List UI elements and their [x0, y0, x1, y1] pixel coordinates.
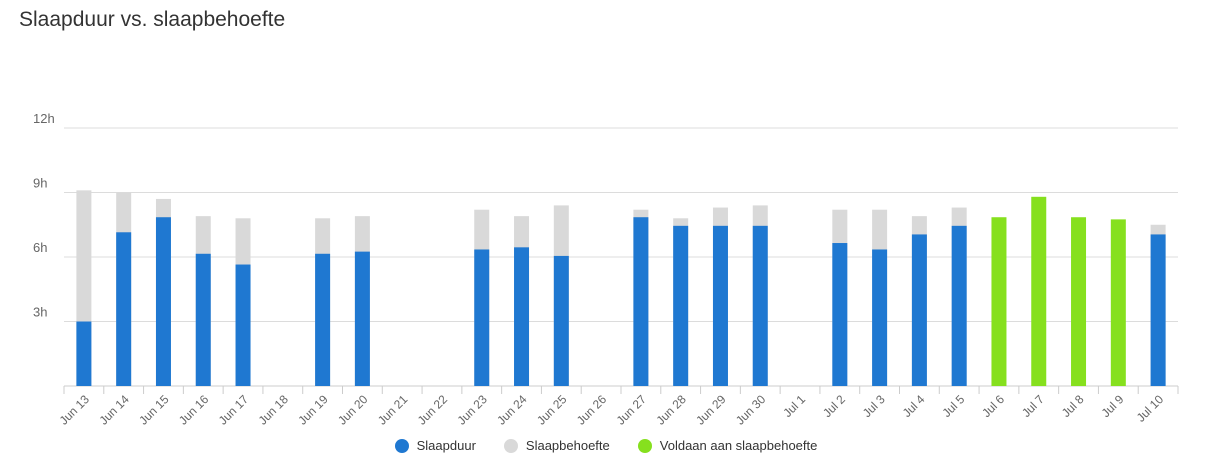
x-tick-label: Jun 22: [415, 392, 451, 428]
x-tick-label: Jul 10: [1134, 392, 1167, 425]
x-tick-label: Jun 30: [733, 392, 769, 428]
x-tick-label: Jun 26: [574, 392, 610, 428]
y-tick-label: 6h: [33, 240, 47, 255]
y-tick-label: 3h: [33, 305, 47, 320]
bar-slaapduur: [752, 225, 768, 386]
chart-title: Slaapduur vs. slaapbehoefte: [19, 8, 286, 31]
y-tick-label: 12h: [33, 111, 55, 126]
bar-slaapduur: [911, 234, 927, 386]
bar-slaapduur: [235, 264, 251, 386]
x-tick-label: Jul 4: [900, 392, 928, 420]
bar-slaapduur: [155, 217, 171, 386]
legend: Slaapduur Slaapbehoefte Voldaan aan slaa…: [0, 438, 1212, 453]
bar-slaapduur: [872, 249, 888, 386]
y-tick-label: 9h: [33, 176, 47, 191]
x-tick-label: Jul 3: [860, 392, 888, 420]
y-axis-ticks: 3h 6h 9h 12h: [33, 111, 55, 320]
legend-item-voldaan[interactable]: Voldaan aan slaapbehoefte: [637, 438, 818, 453]
x-tick-label: Jul 1: [780, 392, 808, 420]
bar-slaapduur: [633, 217, 649, 386]
bar-slaapduur: [832, 243, 848, 386]
legend-marker: [394, 438, 409, 453]
x-tick-label: Jun 29: [693, 392, 729, 428]
legend-item-slaapbehoefte[interactable]: Slaapbehoefte: [503, 438, 610, 453]
x-tick-label: Jun 27: [614, 392, 650, 428]
x-tick-label: Jun 24: [494, 392, 530, 428]
bar-voldaan: [1071, 217, 1087, 386]
x-tick-label: Jul 8: [1059, 392, 1087, 420]
bar-slaapduur: [951, 225, 967, 386]
x-tick-label: Jun 15: [136, 392, 172, 428]
x-tick-label: Jun 17: [216, 392, 252, 428]
x-axis-ticks: Jun 13 Jun 14 Jun 15 Jun 16 Jun 17 Jun 18 Jun …: [57, 386, 1179, 428]
bar-slaapduur: [474, 249, 490, 386]
x-tick-label: Jul 2: [820, 392, 848, 420]
x-tick-label: Jun 13: [57, 392, 93, 428]
bar-slaapduur: [712, 225, 728, 386]
bar-voldaan: [1031, 196, 1047, 386]
x-tick-label: Jun 19: [295, 392, 331, 428]
x-tick-label: Jul 5: [939, 392, 967, 420]
x-tick-label: Jun 21: [375, 392, 411, 428]
bar-slaapduur: [1150, 234, 1166, 386]
legend-marker: [637, 438, 652, 453]
bar-slaapduur: [195, 253, 211, 386]
x-tick-label: Jul 7: [1019, 392, 1047, 420]
legend-item-slaapduur[interactable]: Slaapduur: [394, 438, 476, 453]
x-tick-label: Jun 28: [653, 392, 689, 428]
bar-slaapduur: [673, 225, 689, 386]
legend-label: Slaapduur: [416, 438, 476, 453]
bar-voldaan: [1110, 219, 1126, 386]
x-tick-label: Jun 20: [335, 392, 371, 428]
bar-voldaan: [991, 217, 1007, 386]
x-tick-label: Jun 14: [96, 392, 132, 428]
bar-slaapduur: [315, 253, 331, 386]
bar-slaapduur: [354, 251, 370, 386]
x-tick-label: Jun 18: [256, 392, 292, 428]
grid-lines: [64, 127, 1178, 387]
bars: [76, 190, 1166, 386]
x-tick-label: Jun 25: [534, 392, 570, 428]
x-tick-label: Jul 9: [1099, 392, 1127, 420]
legend-label: Slaapbehoefte: [525, 438, 610, 453]
legend-marker: [503, 438, 518, 453]
legend-label: Voldaan aan slaapbehoefte: [659, 438, 818, 453]
bar-slaapduur: [553, 255, 569, 386]
bar-slaapduur: [76, 321, 92, 386]
x-tick-label: Jun 23: [454, 392, 490, 428]
bar-slaapduur: [514, 247, 530, 386]
x-tick-label: Jul 6: [979, 392, 1007, 420]
x-tick-label: Jun 16: [176, 392, 212, 428]
bar-slaapduur: [116, 232, 132, 386]
